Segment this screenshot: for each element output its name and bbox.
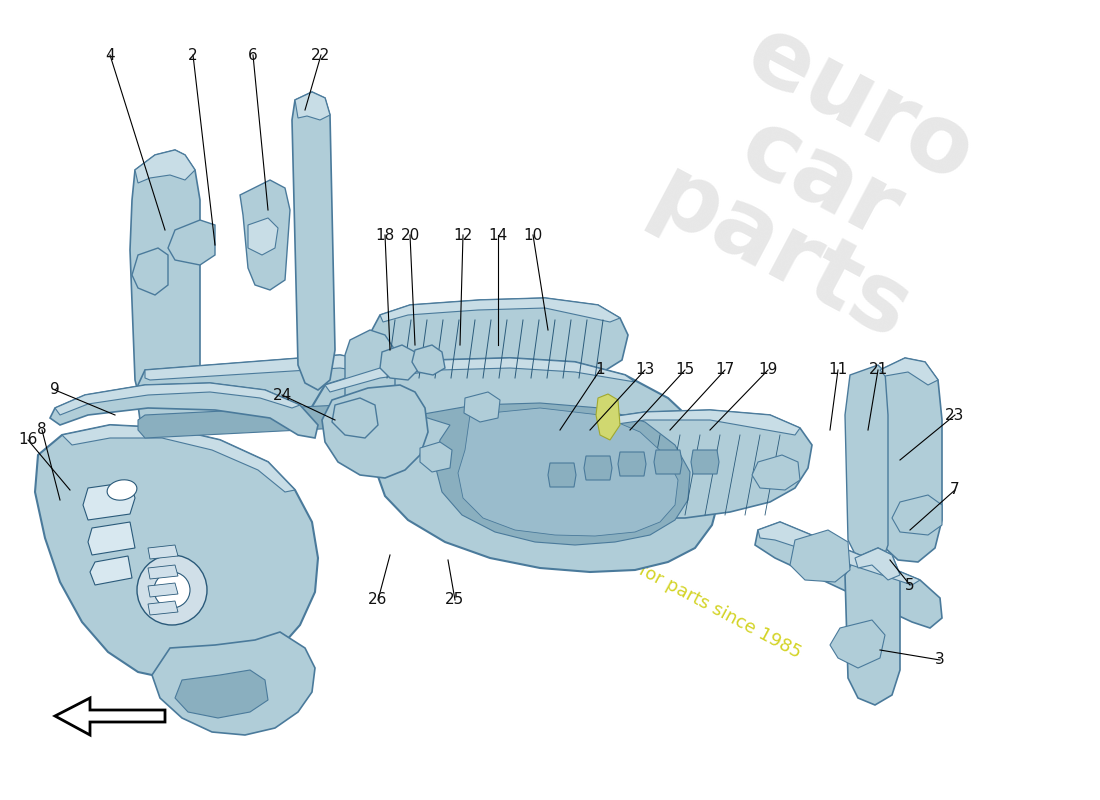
Polygon shape: [758, 522, 920, 585]
Text: 24: 24: [273, 387, 292, 402]
Text: 22: 22: [311, 47, 331, 62]
Polygon shape: [138, 355, 375, 430]
Polygon shape: [596, 394, 620, 440]
Polygon shape: [322, 385, 428, 478]
Text: 14: 14: [488, 227, 507, 242]
Text: 15: 15: [675, 362, 694, 378]
Polygon shape: [584, 456, 612, 480]
Text: 6: 6: [249, 47, 257, 62]
Text: 8: 8: [37, 422, 47, 438]
Text: 3: 3: [935, 653, 945, 667]
Text: euro
car
parts: euro car parts: [636, 0, 1004, 361]
Polygon shape: [464, 392, 500, 422]
Polygon shape: [872, 358, 942, 562]
Polygon shape: [540, 410, 812, 518]
Text: a passion for parts since 1985: a passion for parts since 1985: [556, 518, 804, 662]
Polygon shape: [295, 92, 330, 120]
Text: 21: 21: [868, 362, 888, 378]
Polygon shape: [845, 548, 900, 705]
Polygon shape: [50, 383, 318, 438]
Text: 7: 7: [950, 482, 960, 498]
Polygon shape: [175, 670, 268, 718]
Polygon shape: [148, 545, 178, 559]
Polygon shape: [880, 358, 938, 385]
Polygon shape: [82, 482, 135, 520]
Text: 9: 9: [51, 382, 59, 398]
Polygon shape: [90, 556, 132, 585]
Polygon shape: [418, 403, 690, 545]
Polygon shape: [618, 452, 646, 476]
Text: 1: 1: [595, 362, 605, 378]
Polygon shape: [145, 355, 375, 380]
Polygon shape: [152, 632, 315, 735]
Polygon shape: [752, 455, 800, 490]
Ellipse shape: [107, 480, 136, 500]
Text: 5: 5: [905, 578, 915, 593]
Text: 18: 18: [375, 227, 395, 242]
Polygon shape: [548, 463, 576, 487]
Polygon shape: [35, 425, 318, 680]
Text: 2: 2: [188, 47, 198, 62]
Polygon shape: [324, 358, 635, 392]
Polygon shape: [855, 548, 900, 580]
Polygon shape: [148, 565, 178, 579]
Text: 10: 10: [524, 227, 542, 242]
Polygon shape: [138, 405, 375, 438]
Circle shape: [154, 572, 190, 608]
Polygon shape: [790, 530, 850, 582]
Polygon shape: [132, 248, 168, 295]
Polygon shape: [248, 218, 278, 255]
Polygon shape: [755, 522, 942, 628]
Polygon shape: [168, 220, 214, 265]
Text: 20: 20: [400, 227, 419, 242]
Text: 16: 16: [19, 433, 37, 447]
Polygon shape: [654, 450, 682, 474]
Polygon shape: [148, 583, 178, 597]
Polygon shape: [240, 180, 290, 290]
Text: 11: 11: [828, 362, 848, 378]
Polygon shape: [368, 298, 628, 385]
Polygon shape: [292, 92, 336, 390]
Polygon shape: [55, 383, 300, 415]
Polygon shape: [412, 345, 446, 375]
Polygon shape: [148, 601, 178, 615]
Text: 13: 13: [636, 362, 654, 378]
Text: 17: 17: [715, 362, 735, 378]
Polygon shape: [544, 410, 800, 442]
Polygon shape: [130, 150, 200, 420]
Polygon shape: [55, 698, 165, 735]
Polygon shape: [310, 358, 720, 572]
Text: 4: 4: [106, 47, 114, 62]
Polygon shape: [830, 620, 886, 668]
Polygon shape: [845, 365, 888, 568]
Polygon shape: [379, 298, 620, 322]
Polygon shape: [379, 345, 418, 380]
Text: 23: 23: [945, 407, 965, 422]
Polygon shape: [691, 450, 719, 474]
Polygon shape: [135, 150, 195, 183]
Text: 12: 12: [453, 227, 473, 242]
Polygon shape: [458, 408, 678, 536]
Polygon shape: [62, 425, 295, 492]
Polygon shape: [332, 398, 378, 438]
Text: 26: 26: [368, 593, 387, 607]
Polygon shape: [88, 522, 135, 555]
Polygon shape: [345, 330, 395, 428]
Text: 25: 25: [446, 593, 464, 607]
Circle shape: [138, 555, 207, 625]
Polygon shape: [420, 442, 452, 472]
Text: 19: 19: [758, 362, 778, 378]
Polygon shape: [892, 495, 942, 535]
